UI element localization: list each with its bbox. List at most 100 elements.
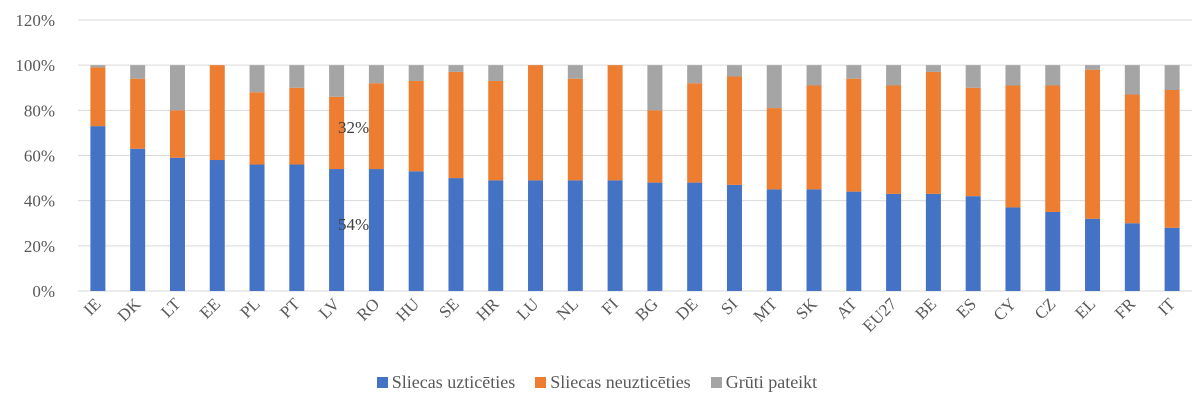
- y-tick-label: 100%: [15, 56, 55, 75]
- bar-segment: [249, 164, 265, 291]
- bar-segment: [846, 78, 862, 192]
- bar-segment: [1124, 94, 1140, 224]
- bars: [90, 65, 1180, 292]
- bar-segment: [687, 83, 703, 183]
- bar-segment: [647, 65, 663, 111]
- bar-segment: [846, 65, 862, 79]
- x-tick-label: PT: [276, 294, 304, 322]
- bar-segment: [448, 178, 464, 291]
- x-tick-label: NL: [553, 294, 582, 323]
- bar-segment: [965, 65, 981, 88]
- y-tick-label: 40%: [24, 192, 55, 211]
- x-tick-label: IT: [1154, 294, 1179, 319]
- x-tick-label: HU: [392, 294, 423, 325]
- annotation-label: 32%: [338, 118, 369, 137]
- bar-segment: [488, 80, 504, 181]
- bar-segment: [1045, 65, 1061, 86]
- y-tick-label: 0%: [32, 282, 55, 301]
- bar-segment: [607, 65, 623, 181]
- bar-segment: [90, 126, 106, 292]
- y-tick-label: 120%: [15, 11, 55, 30]
- bar-segment: [169, 65, 185, 111]
- bar-segment: [806, 65, 822, 86]
- bar-segment: [965, 87, 981, 197]
- bar-segment: [1164, 65, 1180, 91]
- bar-segment: [408, 80, 424, 172]
- bar-segment: [368, 169, 384, 291]
- x-tick-label: FI: [598, 294, 622, 318]
- bar-segment: [169, 110, 185, 158]
- bar-segment: [368, 83, 384, 170]
- stacked-bar-chart: 0% 20% 40% 60% 80% 100% 120% IE DK LT EE PL PT LV RO H…: [15, 11, 1192, 336]
- bar-segment: [886, 193, 902, 291]
- bar-segment: [289, 65, 305, 88]
- x-tick-label: CZ: [1031, 294, 1060, 323]
- bar-segment: [209, 65, 225, 161]
- legend: Sliecas uzticēties Sliecas neuzticēties Gr…: [0, 372, 1194, 393]
- bar-segment: [567, 78, 583, 181]
- bar-segment: [1005, 85, 1021, 208]
- x-tick-label: SK: [792, 294, 821, 323]
- bar-segment: [607, 180, 623, 291]
- x-tick-label: BG: [632, 294, 662, 324]
- bar-segment: [925, 71, 941, 194]
- bar-segment: [488, 65, 504, 81]
- x-tick-label: EE: [196, 294, 224, 322]
- bar-segment: [1045, 85, 1061, 212]
- x-tick-label: ES: [953, 294, 980, 321]
- bar-segment: [130, 78, 146, 149]
- x-tick-label: RO: [353, 294, 383, 324]
- bar-segment: [329, 96, 345, 170]
- bar-segment: [1085, 65, 1101, 70]
- x-axis: IE DK LT EE PL PT LV RO HU SE HR LU NL FI BG DE SI MT SK AT…: [80, 294, 1179, 336]
- bar-segment: [965, 196, 981, 291]
- bar-segment: [846, 191, 862, 291]
- bar-segment: [1085, 218, 1101, 291]
- bar-segment: [130, 148, 146, 291]
- x-tick-label: SI: [717, 294, 741, 318]
- bar-segment: [289, 87, 305, 165]
- x-tick-label: LU: [513, 294, 542, 323]
- annotations: 32% 54%: [338, 118, 369, 234]
- bar-segment: [329, 65, 345, 97]
- bar-segment: [1005, 207, 1021, 291]
- annotation-label: 54%: [338, 215, 369, 234]
- bar-segment: [130, 65, 146, 79]
- legend-item: Sliecas uzticēties: [376, 372, 516, 393]
- y-tick-label: 60%: [24, 147, 55, 166]
- x-tick-label: EU27: [859, 294, 901, 336]
- bar-segment: [726, 184, 742, 291]
- y-tick-label: 80%: [24, 101, 55, 120]
- legend-label: Sliecas neuzticēties: [550, 372, 691, 392]
- bar-segment: [1085, 69, 1101, 219]
- bar-segment: [1124, 65, 1140, 95]
- x-tick-label: AT: [833, 294, 862, 323]
- x-tick-label: DK: [114, 294, 145, 325]
- x-tick-label: FR: [1111, 294, 1140, 323]
- x-tick-label: PL: [236, 294, 263, 321]
- bar-segment: [726, 76, 742, 185]
- bar-segment: [567, 180, 583, 291]
- bar-segment: [90, 67, 106, 127]
- bar-segment: [249, 92, 265, 165]
- x-tick-label: BE: [911, 294, 940, 323]
- legend-label: Sliecas uzticēties: [391, 372, 516, 392]
- legend-swatch: [710, 377, 722, 388]
- bar-segment: [925, 193, 941, 291]
- bar-segment: [1164, 90, 1180, 228]
- legend-item: Grūti pateikt: [710, 372, 817, 393]
- bar-segment: [687, 65, 703, 84]
- bar-segment: [1164, 227, 1180, 291]
- bar-segment: [766, 189, 782, 291]
- bar-segment: [90, 65, 106, 68]
- y-tick-label: 20%: [24, 237, 55, 256]
- bar-segment: [726, 65, 742, 77]
- bar-segment: [806, 85, 822, 190]
- bar-segment: [249, 65, 265, 93]
- bar-segment: [567, 65, 583, 79]
- bar-segment: [806, 189, 822, 291]
- bar-segment: [209, 160, 225, 291]
- bar-segment: [1045, 211, 1061, 291]
- x-tick-label: CY: [990, 294, 1020, 324]
- bar-segment: [368, 65, 384, 84]
